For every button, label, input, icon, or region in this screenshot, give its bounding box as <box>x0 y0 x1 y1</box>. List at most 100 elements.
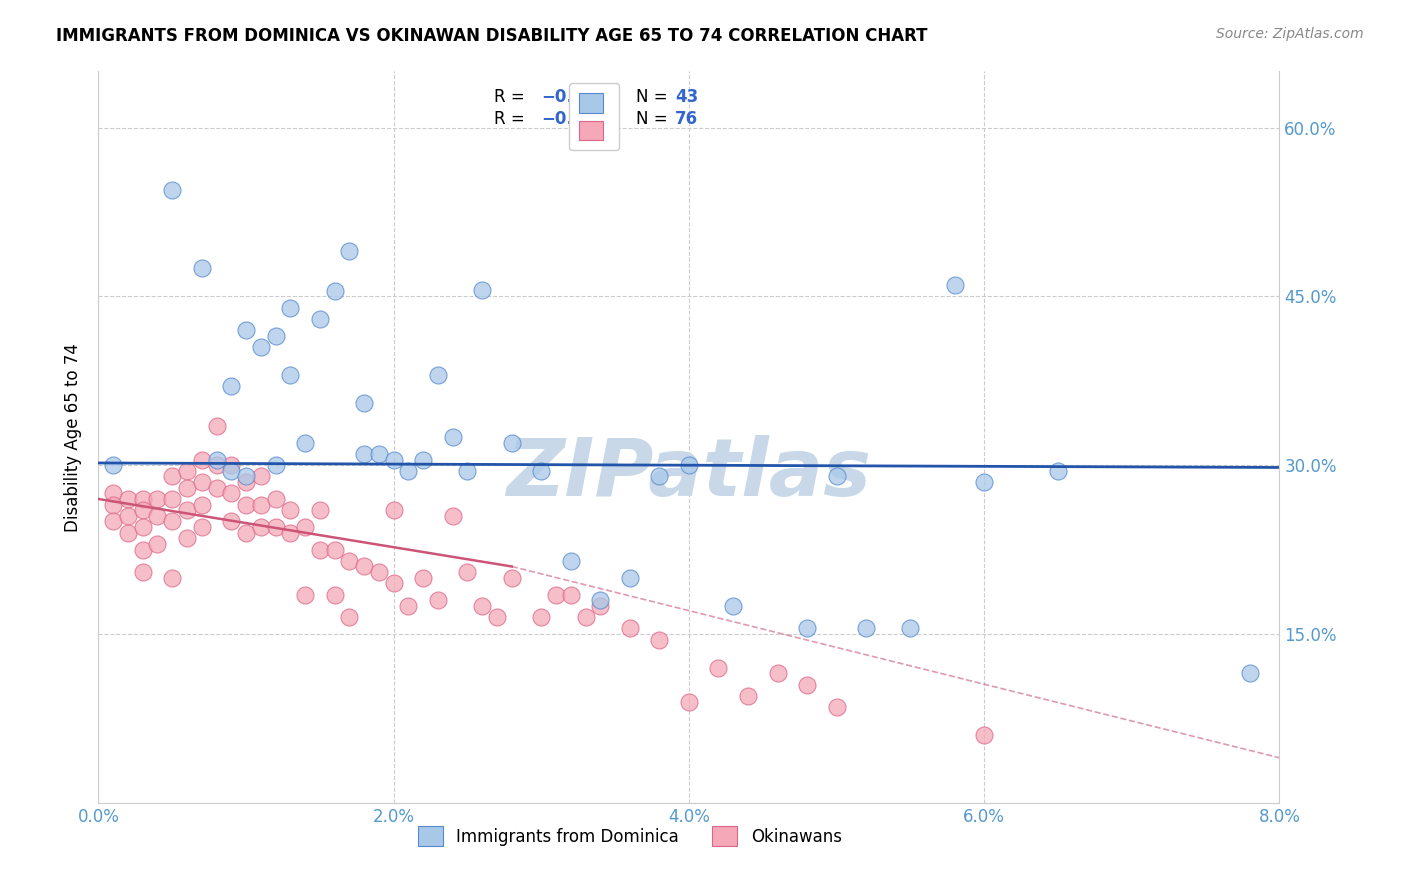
Point <box>264 328 287 343</box>
Point <box>796 678 818 692</box>
Point <box>235 323 257 337</box>
Point <box>900 621 922 635</box>
Point <box>412 571 434 585</box>
Point <box>294 520 316 534</box>
Point <box>530 464 553 478</box>
Point <box>280 301 302 315</box>
Point <box>412 452 434 467</box>
Point <box>398 599 420 613</box>
Point <box>235 498 257 512</box>
Point <box>560 588 582 602</box>
Point <box>117 508 139 523</box>
Point <box>471 283 494 297</box>
Text: ZIPatlas: ZIPatlas <box>506 434 872 513</box>
Point <box>264 491 287 506</box>
Point <box>176 503 198 517</box>
Point <box>546 588 568 602</box>
Point <box>589 599 612 613</box>
Point <box>205 418 228 433</box>
Text: Source: ZipAtlas.com: Source: ZipAtlas.com <box>1216 27 1364 41</box>
Point <box>309 312 332 326</box>
Point <box>132 520 155 534</box>
Point <box>471 599 494 613</box>
Text: −0.164: −0.164 <box>541 110 607 128</box>
Point <box>176 532 198 546</box>
Point <box>427 368 450 383</box>
Point <box>943 278 966 293</box>
Point <box>723 599 745 613</box>
Point <box>103 498 125 512</box>
Point <box>530 610 553 624</box>
Point <box>146 537 169 551</box>
Point <box>855 621 877 635</box>
Point <box>1239 666 1261 681</box>
Point <box>441 430 464 444</box>
Point <box>280 503 302 517</box>
Point <box>191 520 214 534</box>
Point <box>103 486 125 500</box>
Point <box>323 542 346 557</box>
Point <box>132 491 155 506</box>
Text: −0.008: −0.008 <box>541 88 607 106</box>
Point <box>973 728 995 742</box>
Point <box>221 458 243 473</box>
Point <box>309 542 332 557</box>
Point <box>250 520 273 534</box>
Point <box>176 464 198 478</box>
Point <box>339 610 361 624</box>
Point <box>103 458 125 473</box>
Point <box>353 396 375 410</box>
Point <box>221 464 243 478</box>
Text: N =: N = <box>636 110 672 128</box>
Point <box>619 621 641 635</box>
Point <box>146 508 169 523</box>
Point <box>294 588 316 602</box>
Point <box>250 498 273 512</box>
Point <box>648 632 671 647</box>
Point <box>589 593 612 607</box>
Point <box>264 520 287 534</box>
Point <box>457 464 479 478</box>
Point <box>162 571 183 585</box>
Point <box>280 368 302 383</box>
Point <box>353 447 375 461</box>
Text: R =: R = <box>494 88 530 106</box>
Point <box>205 458 228 473</box>
Point <box>398 464 420 478</box>
Point <box>250 340 273 354</box>
Point <box>191 475 214 489</box>
Point <box>486 610 509 624</box>
Point <box>221 486 243 500</box>
Point <box>575 610 598 624</box>
Point <box>162 469 183 483</box>
Point <box>368 565 391 579</box>
Point <box>132 542 155 557</box>
Point <box>427 593 450 607</box>
Point <box>162 182 183 196</box>
Point <box>619 571 641 585</box>
Point <box>766 666 789 681</box>
Point <box>294 435 316 450</box>
Point <box>796 621 818 635</box>
Point <box>309 503 332 517</box>
Point <box>191 452 214 467</box>
Text: 76: 76 <box>675 110 697 128</box>
Point <box>382 576 405 591</box>
Point <box>368 447 391 461</box>
Text: R =: R = <box>494 110 530 128</box>
Point <box>103 515 125 529</box>
Point <box>162 515 183 529</box>
Point <box>678 694 700 708</box>
Point <box>441 508 464 523</box>
Text: N =: N = <box>636 88 672 106</box>
Point <box>117 525 139 540</box>
Point <box>825 700 848 714</box>
Point <box>205 452 228 467</box>
Point <box>1046 464 1070 478</box>
Point <box>457 565 479 579</box>
Point <box>382 503 405 517</box>
Point <box>235 525 257 540</box>
Point <box>339 554 361 568</box>
Point <box>353 559 375 574</box>
Point <box>191 261 214 276</box>
